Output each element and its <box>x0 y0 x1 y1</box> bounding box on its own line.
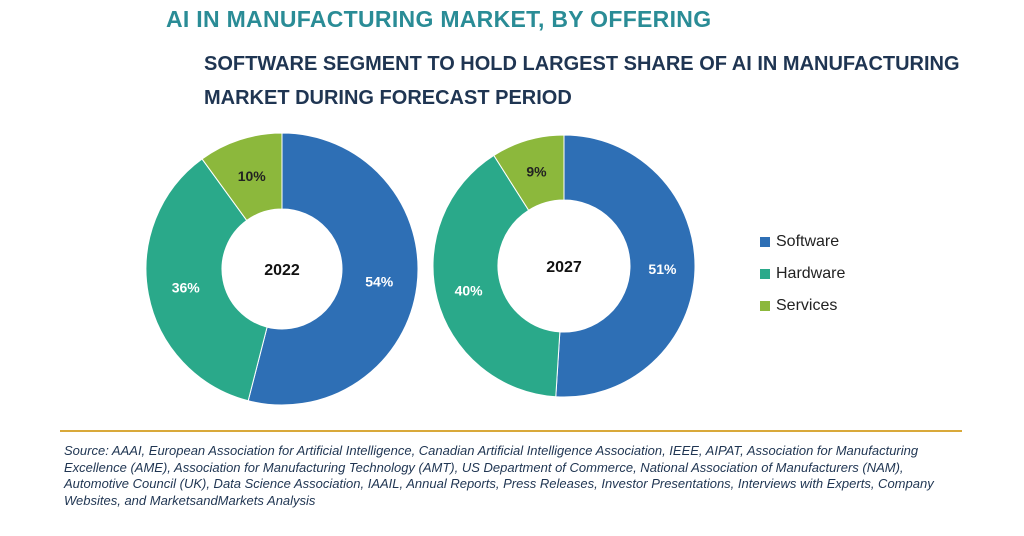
value-label-hardware-2027: 40% <box>455 282 484 298</box>
slice-software-2027 <box>555 134 696 398</box>
legend-swatch-software <box>760 237 770 247</box>
legend-label-hardware: Hardware <box>776 265 846 282</box>
legend: Software Hardware Services <box>760 226 845 322</box>
legend-item-hardware: Hardware <box>760 258 845 290</box>
legend-swatch-services <box>760 301 770 311</box>
slice-hardware-2027 <box>432 154 561 398</box>
donut-chart-2027: 51% 40% 9% 2027 <box>432 134 696 398</box>
legend-item-services: Services <box>760 290 845 322</box>
chart-title: AI IN MANUFACTURING MARKET, BY OFFERING <box>166 6 712 32</box>
legend-label-services: Services <box>776 297 838 314</box>
legend-swatch-hardware <box>760 269 770 279</box>
slice-services-2027 <box>493 134 565 211</box>
slice-hardware-2022 <box>145 158 268 402</box>
source-note: Source: AAAI, European Association for A… <box>64 443 934 508</box>
legend-item-software: Software <box>760 226 845 258</box>
donut-charts: 54% 36% 10% 2022 51% 40% 9% 2027 <box>145 132 696 406</box>
source-divider <box>60 430 962 432</box>
slice-software-2022 <box>247 132 419 406</box>
donut-chart-2022: 54% 36% 10% 2022 <box>145 132 419 406</box>
value-label-services-2022: 10% <box>238 168 267 184</box>
value-label-services-2027: 9% <box>526 163 547 179</box>
center-label-2027: 2027 <box>546 259 582 276</box>
value-label-hardware-2022: 36% <box>172 279 201 295</box>
center-label-2022: 2022 <box>264 262 300 279</box>
slice-services-2022 <box>201 132 283 222</box>
value-label-software-2027: 51% <box>648 261 677 277</box>
chart-subtitle: SOFTWARE SEGMENT TO HOLD LARGEST SHARE O… <box>204 53 960 109</box>
legend-label-software: Software <box>776 233 840 250</box>
value-label-software-2022: 54% <box>365 273 394 289</box>
